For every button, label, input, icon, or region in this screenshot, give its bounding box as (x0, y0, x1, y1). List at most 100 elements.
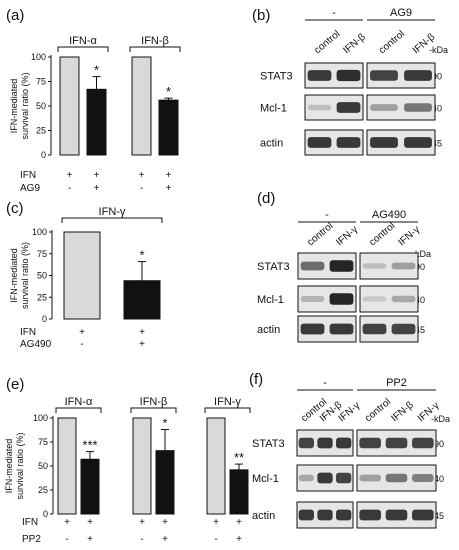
lane-label: control (312, 29, 342, 57)
bar (132, 417, 152, 515)
treatment-sign: + (87, 534, 93, 545)
blot-band (412, 437, 434, 449)
treatment-sign: + (139, 327, 145, 338)
blot-band (336, 509, 352, 521)
significance-mark: *** (82, 438, 97, 453)
bar (158, 99, 179, 156)
blot-band (391, 295, 416, 303)
blot-band (370, 104, 398, 111)
protein-label: STAT3 (257, 261, 290, 273)
bar (59, 56, 80, 156)
treatment-label: - (323, 377, 327, 389)
blot-band (317, 472, 333, 484)
lane-label: IFN-β (389, 400, 416, 425)
y-axis-label-line1: IFN-mediated (9, 248, 19, 303)
blot-band (329, 293, 354, 305)
blot-band (370, 137, 398, 148)
treatment-sign: - (140, 534, 143, 545)
western-blot-d: -controlIFN-γAG490controlIFN-γ-kDaSTAT3-… (257, 209, 431, 343)
treatment-sign: - (140, 183, 143, 194)
group-bracket (204, 407, 251, 413)
group-title: IFN-γ (214, 396, 241, 408)
kda-marker: -45 (431, 511, 444, 521)
group-title: IFN-β (140, 396, 168, 408)
treatment-sign: + (87, 517, 93, 528)
blot-band (391, 323, 416, 335)
treatment-label: - (325, 209, 329, 221)
blot-band (336, 102, 361, 113)
group-bracket (55, 407, 102, 413)
blot-band (404, 103, 432, 112)
bar (229, 469, 249, 515)
bar-chart-e: 0 25 50 75 100 IFN-mediatedsurvival ratio (%)… (4, 396, 251, 545)
kda-marker: -40 (431, 474, 444, 484)
blot-band (329, 323, 354, 335)
treatment-sign: + (236, 517, 242, 528)
treatment-sign: + (139, 170, 145, 181)
panel-label-b: (b) (252, 7, 270, 24)
group-title: IFN-α (65, 396, 93, 408)
blot-band (362, 296, 387, 302)
kda-unit: -kDa (429, 45, 448, 55)
treatment-sign: + (166, 183, 172, 194)
kda-unit: -kDa (431, 414, 450, 424)
y-tick-label: 100 (32, 227, 47, 237)
blot-band (385, 437, 408, 449)
kda-marker: -40 (412, 295, 425, 305)
kda-marker: -45 (412, 325, 425, 335)
y-axis-label: IFN-mediatedsurvival ratio (%) (9, 242, 30, 309)
y-tick-label: 0 (43, 509, 48, 519)
y-tick-label: 75 (37, 249, 47, 259)
blot-band (412, 474, 434, 482)
bar (86, 88, 107, 156)
treatment-label: - (332, 7, 336, 19)
kda-marker: -40 (429, 104, 442, 114)
y-axis-label-line2: survival ratio (%) (15, 432, 25, 499)
protein-label: Mcl-1 (252, 473, 279, 485)
treatment-sign: + (94, 183, 100, 194)
blot-band (329, 260, 354, 272)
blot-band (370, 70, 398, 81)
y-axis-label-line2: survival ratio (%) (20, 242, 30, 309)
y-tick-label: 100 (33, 413, 48, 423)
y-tick-label: 75 (38, 437, 48, 447)
y-tick-label: 50 (36, 101, 46, 111)
bar (123, 280, 161, 320)
group-bracket (129, 46, 181, 52)
treatment-sign: + (67, 170, 73, 181)
blot-band (412, 509, 434, 521)
lane-label: IFN-γ (334, 224, 360, 248)
bar (206, 417, 226, 515)
protein-label: Mcl-1 (260, 103, 287, 115)
blot-band (359, 474, 381, 482)
kda-unit: -kDa (412, 249, 431, 259)
blot-band (404, 137, 432, 148)
panel-label-d: (d) (257, 190, 275, 207)
y-axis-label-line1: IFN-mediated (9, 79, 19, 134)
blot-band (298, 474, 314, 482)
treatment-sign: - (65, 534, 68, 545)
y-tick-label: 25 (37, 292, 47, 302)
lane-label: IFN-γ (396, 224, 422, 248)
treatment-sign: + (166, 170, 172, 181)
group-bracket (57, 46, 109, 52)
y-tick-label: 0 (42, 314, 47, 324)
y-axis-label: IFN-mediatedsurvival ratio (%) (9, 72, 30, 139)
blot-band (307, 70, 332, 81)
bar (80, 458, 100, 515)
treatment-row-label: IFN (20, 170, 36, 181)
blot-band (362, 263, 387, 269)
protein-label: actin (260, 138, 283, 150)
y-tick-label: 0 (41, 150, 46, 160)
blot-band (362, 323, 387, 335)
treatment-sign: + (162, 534, 168, 545)
treatment-label: AG490 (372, 209, 406, 221)
group-bracket (61, 217, 163, 223)
protein-label: Mcl-1 (257, 294, 284, 306)
treatment-row-label: IFN (22, 517, 38, 528)
